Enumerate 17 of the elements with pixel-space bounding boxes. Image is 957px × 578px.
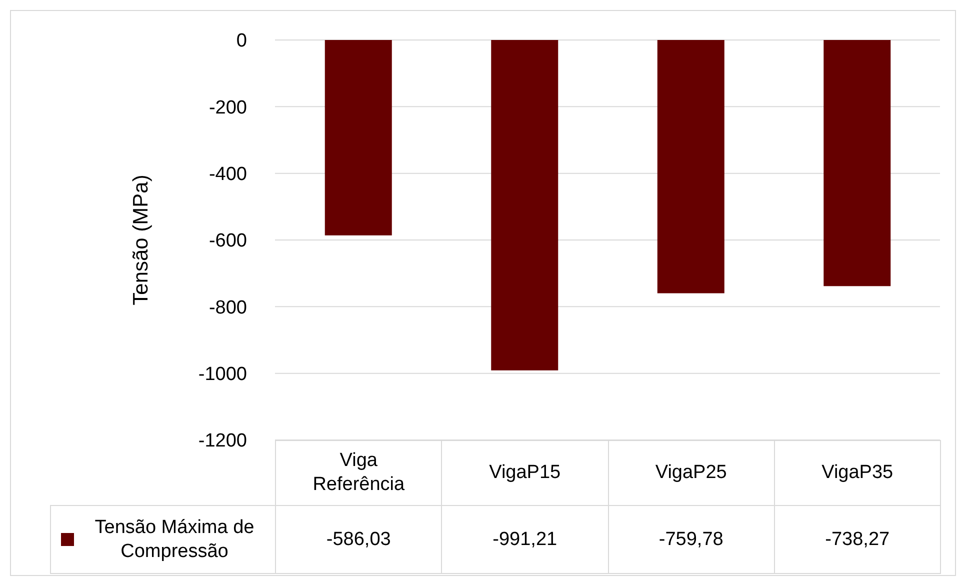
data-label: -586,03 [275, 505, 442, 574]
y-tick-label: 0 [236, 30, 247, 52]
x-tick-label: Viga Referência [275, 440, 442, 506]
y-tick-label: -200 [208, 97, 247, 118]
y-tick-label: -400 [208, 164, 247, 186]
y-axis-title: Tensão (MPa) [129, 174, 152, 306]
x-tick-label: VigaP25 [608, 440, 775, 506]
y-tick-label: -800 [208, 297, 247, 318]
y-tick-label: -600 [208, 230, 247, 252]
legend-label: Tensão Máxima de Compressão [94, 516, 256, 564]
x-tick-label: VigaP15 [441, 440, 608, 506]
x-tick-label: VigaP35 [774, 440, 941, 506]
y-tick-label: -1200 [198, 430, 247, 452]
data-label: -991,21 [441, 505, 608, 574]
y-tick-label: -1000 [198, 364, 247, 386]
data-label: -738,27 [774, 505, 941, 574]
data-label: -759,78 [608, 505, 775, 574]
